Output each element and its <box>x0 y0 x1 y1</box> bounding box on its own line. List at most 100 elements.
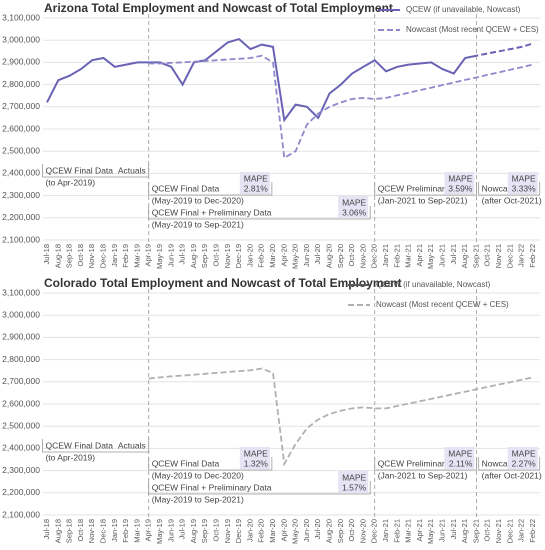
x-tick-label: Feb-19 <box>121 519 130 543</box>
period-bracket <box>42 439 150 453</box>
x-tick-label: Aug-19 <box>189 244 198 268</box>
x-tick-label: Mar-21 <box>404 519 413 543</box>
x-tick-label: May-20 <box>291 519 300 544</box>
period-bracket <box>374 182 477 196</box>
y-tick-label: 2,700,000 <box>2 101 40 111</box>
mape-value: 3.33% <box>512 183 537 193</box>
x-tick-label: May-19 <box>155 519 164 544</box>
x-tick-label: Feb-20 <box>257 244 266 268</box>
x-tick-label: Dec-21 <box>505 244 514 268</box>
mape-value: 3.06% <box>342 207 367 217</box>
x-tick-label: Nov-19 <box>223 244 232 268</box>
y-tick-label: 3,000,000 <box>2 34 40 44</box>
x-tick-label: Dec-21 <box>505 519 514 543</box>
period-bracket <box>478 182 541 196</box>
y-tick-label: 2,900,000 <box>2 332 40 342</box>
x-tick-label: Nov-20 <box>358 519 367 543</box>
x-tick-label: Aug-18 <box>53 519 62 543</box>
x-tick-label: Aug-21 <box>460 244 469 268</box>
y-tick-label: 2,600,000 <box>2 123 40 133</box>
y-tick-label: 2,900,000 <box>2 57 40 67</box>
x-tick-label: Mar-19 <box>132 519 141 543</box>
x-tick-label: Jan-21 <box>381 519 390 542</box>
y-tick-label: 2,200,000 <box>2 212 40 222</box>
mape-title: MAPE <box>448 173 472 183</box>
period-label: QCEW Preliminary <box>378 458 450 468</box>
y-tick-label: 2,100,000 <box>2 234 40 244</box>
x-tick-label: Jul-21 <box>449 519 458 539</box>
mape-highlight <box>507 172 538 194</box>
x-tick-label: Sep-21 <box>471 244 480 268</box>
period-range: (May-2019 to Dec-2020) <box>152 195 244 205</box>
period-range: (Jan-2021 to Sep-2021) <box>378 195 468 205</box>
x-tick-label: Sep-18 <box>65 519 74 543</box>
x-tick-label: Jun-21 <box>437 244 446 267</box>
period-label: QCEW Final Data <box>152 458 220 468</box>
mape-highlight <box>338 196 369 218</box>
x-tick-label: Dec-19 <box>234 519 243 543</box>
x-tick-label: Oct-21 <box>483 244 492 267</box>
x-tick-label: Jun-21 <box>437 519 446 542</box>
x-tick-label: Oct-21 <box>483 519 492 542</box>
mape-value: 2.81% <box>244 183 269 193</box>
series-line-nowcast-part <box>476 42 534 57</box>
period-bracket <box>374 457 477 471</box>
chart: Colorado Total Employment and Nowcast of… <box>2 276 542 544</box>
chart: Arizona Total Employment and Nowcast of … <box>2 1 542 269</box>
x-tick-label: Mar-20 <box>268 519 277 543</box>
period-range: (to Apr-2019) <box>45 452 95 462</box>
period-label: QCEW Final Data <box>152 183 220 193</box>
mape-title: MAPE <box>342 472 366 482</box>
x-tick-label: Dec-20 <box>370 244 379 268</box>
x-tick-label: Jun-19 <box>166 519 175 542</box>
legend-label: Nowcast (Most recent QCEW + CES) <box>406 25 539 34</box>
y-tick-label: 2,400,000 <box>2 168 40 178</box>
y-tick-label: 2,700,000 <box>2 376 40 386</box>
x-tick-label: Jan-22 <box>517 244 526 267</box>
period-bracket <box>478 457 541 471</box>
x-tick-label: Aug-21 <box>460 519 469 543</box>
period-label: Nowcasts <box>482 458 519 468</box>
period-range: (Jan-2021 to Sep-2021) <box>378 470 468 480</box>
x-tick-label: Feb-22 <box>528 519 537 543</box>
x-tick-label: Oct-19 <box>211 244 220 267</box>
x-tick-label: Jun-20 <box>302 244 311 267</box>
y-tick-label: 2,500,000 <box>2 420 40 430</box>
x-tick-label: Nov-19 <box>223 519 232 543</box>
x-tick-label: Mar-21 <box>404 244 413 268</box>
period-label: QCEW Final Data <box>45 440 113 450</box>
y-tick-label: 2,800,000 <box>2 354 40 364</box>
x-tick-label: Sep-20 <box>336 244 345 268</box>
x-tick-label: Dec-19 <box>234 244 243 268</box>
x-tick-label: Dec-20 <box>370 519 379 543</box>
x-tick-label: Jul-20 <box>313 519 322 539</box>
period-tag: Actuals <box>118 440 146 450</box>
mape-value: 1.57% <box>342 482 367 492</box>
chart-title: Arizona Total Employment and Nowcast of … <box>44 1 393 15</box>
x-tick-label: Jul-18 <box>42 244 51 264</box>
x-tick-label: Nov-18 <box>87 519 96 543</box>
period-range: (May-2019 to Dec-2020) <box>152 470 244 480</box>
mape-highlight <box>507 447 538 469</box>
x-tick-label: Oct-20 <box>347 519 356 542</box>
period-bracket <box>148 182 273 196</box>
y-tick-label: 2,800,000 <box>2 79 40 89</box>
x-tick-label: Mar-19 <box>132 244 141 268</box>
x-tick-label: Jan-20 <box>245 244 254 267</box>
period-bracket <box>148 457 273 471</box>
x-tick-label: Jul-18 <box>42 519 51 539</box>
x-tick-label: Oct-18 <box>76 244 85 267</box>
x-tick-label: May-21 <box>426 244 435 269</box>
period-range: (May-2019 to Sep-2021) <box>152 494 244 504</box>
x-tick-label: Jul-19 <box>178 244 187 264</box>
period-tag: Actuals <box>118 165 146 175</box>
x-tick-label: Jun-20 <box>302 519 311 542</box>
mape-value: 3.59% <box>448 183 473 193</box>
y-tick-label: 2,300,000 <box>2 465 40 475</box>
legend-label: Nowcast (Most recent QCEW + CES) <box>376 300 509 309</box>
x-tick-label: Sep-19 <box>200 244 209 268</box>
y-tick-label: 2,400,000 <box>2 443 40 453</box>
period-range: (after Oct-2021) <box>482 470 542 480</box>
y-tick-label: 2,500,000 <box>2 145 40 155</box>
mape-highlight <box>239 447 270 469</box>
